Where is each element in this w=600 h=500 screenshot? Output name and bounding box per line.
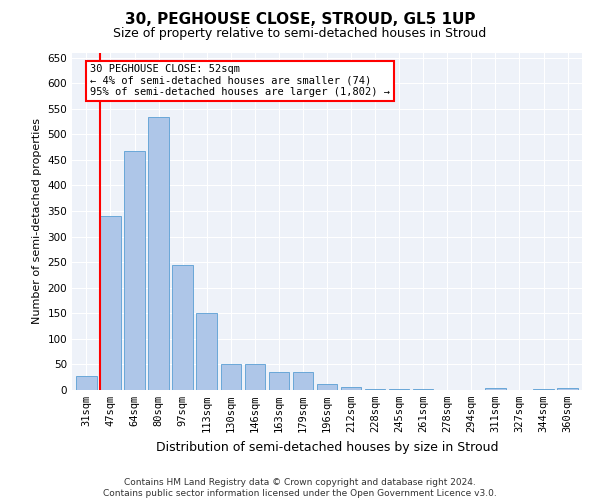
Bar <box>148 118 169 390</box>
Bar <box>100 216 121 390</box>
Bar <box>533 389 554 390</box>
Text: Size of property relative to semi-detached houses in Stroud: Size of property relative to semi-detach… <box>113 28 487 40</box>
Text: Contains HM Land Registry data © Crown copyright and database right 2024.
Contai: Contains HM Land Registry data © Crown c… <box>103 478 497 498</box>
Bar <box>269 372 289 390</box>
Bar <box>389 389 409 390</box>
Bar <box>485 388 506 390</box>
Bar <box>245 364 265 390</box>
Bar <box>172 265 193 390</box>
Bar <box>341 388 361 390</box>
Bar <box>124 151 145 390</box>
Bar <box>413 389 433 390</box>
Bar <box>557 388 578 390</box>
Bar <box>196 314 217 390</box>
X-axis label: Distribution of semi-detached houses by size in Stroud: Distribution of semi-detached houses by … <box>156 440 498 454</box>
Bar <box>317 384 337 390</box>
Text: 30, PEGHOUSE CLOSE, STROUD, GL5 1UP: 30, PEGHOUSE CLOSE, STROUD, GL5 1UP <box>125 12 475 28</box>
Bar <box>293 372 313 390</box>
Bar <box>365 389 385 390</box>
Bar <box>76 376 97 390</box>
Bar <box>221 364 241 390</box>
Text: 30 PEGHOUSE CLOSE: 52sqm
← 4% of semi-detached houses are smaller (74)
95% of se: 30 PEGHOUSE CLOSE: 52sqm ← 4% of semi-de… <box>90 64 390 98</box>
Y-axis label: Number of semi-detached properties: Number of semi-detached properties <box>32 118 42 324</box>
